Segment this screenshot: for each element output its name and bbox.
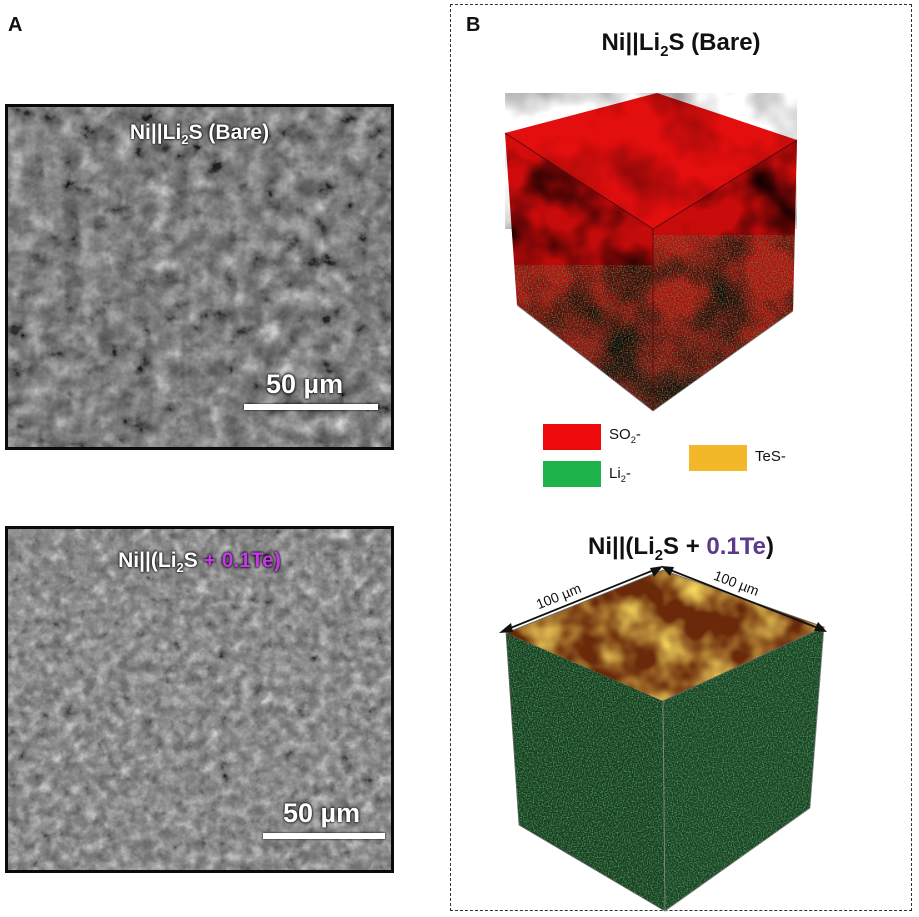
sem-title-te: Ni||(Li2S + 0.1Te) (118, 549, 281, 576)
cube-bare (504, 93, 798, 412)
legend-label-tes: TeS- (755, 448, 786, 465)
tof-sims-cubes (499, 93, 827, 912)
legend-swatch-tes (689, 445, 747, 471)
panel-b-frame: Ni||Li2S (Bare) (450, 4, 912, 912)
cube-te (505, 569, 826, 912)
panel-a-label: A (8, 14, 23, 36)
cube-title-bare: Ni||Li2S (Bare) (601, 29, 761, 60)
scale-bar-te (263, 833, 385, 839)
cube-title-te: Ni||(Li2S + 0.1Te) (588, 533, 774, 564)
panel-b-label: B (466, 14, 481, 36)
legend-swatch-so2 (543, 424, 601, 450)
sem-texture-bare (8, 107, 391, 447)
sem-texture-te (8, 529, 391, 870)
legend-label-so2: SO2- (609, 426, 641, 445)
scale-label-te: 50 µm (283, 798, 361, 828)
legend-label-li2: Li2- (609, 465, 631, 484)
legend-swatch-li2 (543, 461, 601, 487)
sem-title-bare: Ni||Li2S (Bare) (129, 121, 270, 148)
sem-image-te: Ni||(Li2S + 0.1Te) 50 µm (5, 526, 394, 873)
scale-label-bare: 50 µm (266, 369, 344, 399)
sem-image-bare: Ni||Li2S (Bare) 50 µm (5, 104, 394, 450)
scale-bar-bare (244, 404, 378, 410)
dimension-arrow-right (661, 566, 827, 632)
dimension-arrow-left (499, 566, 663, 633)
